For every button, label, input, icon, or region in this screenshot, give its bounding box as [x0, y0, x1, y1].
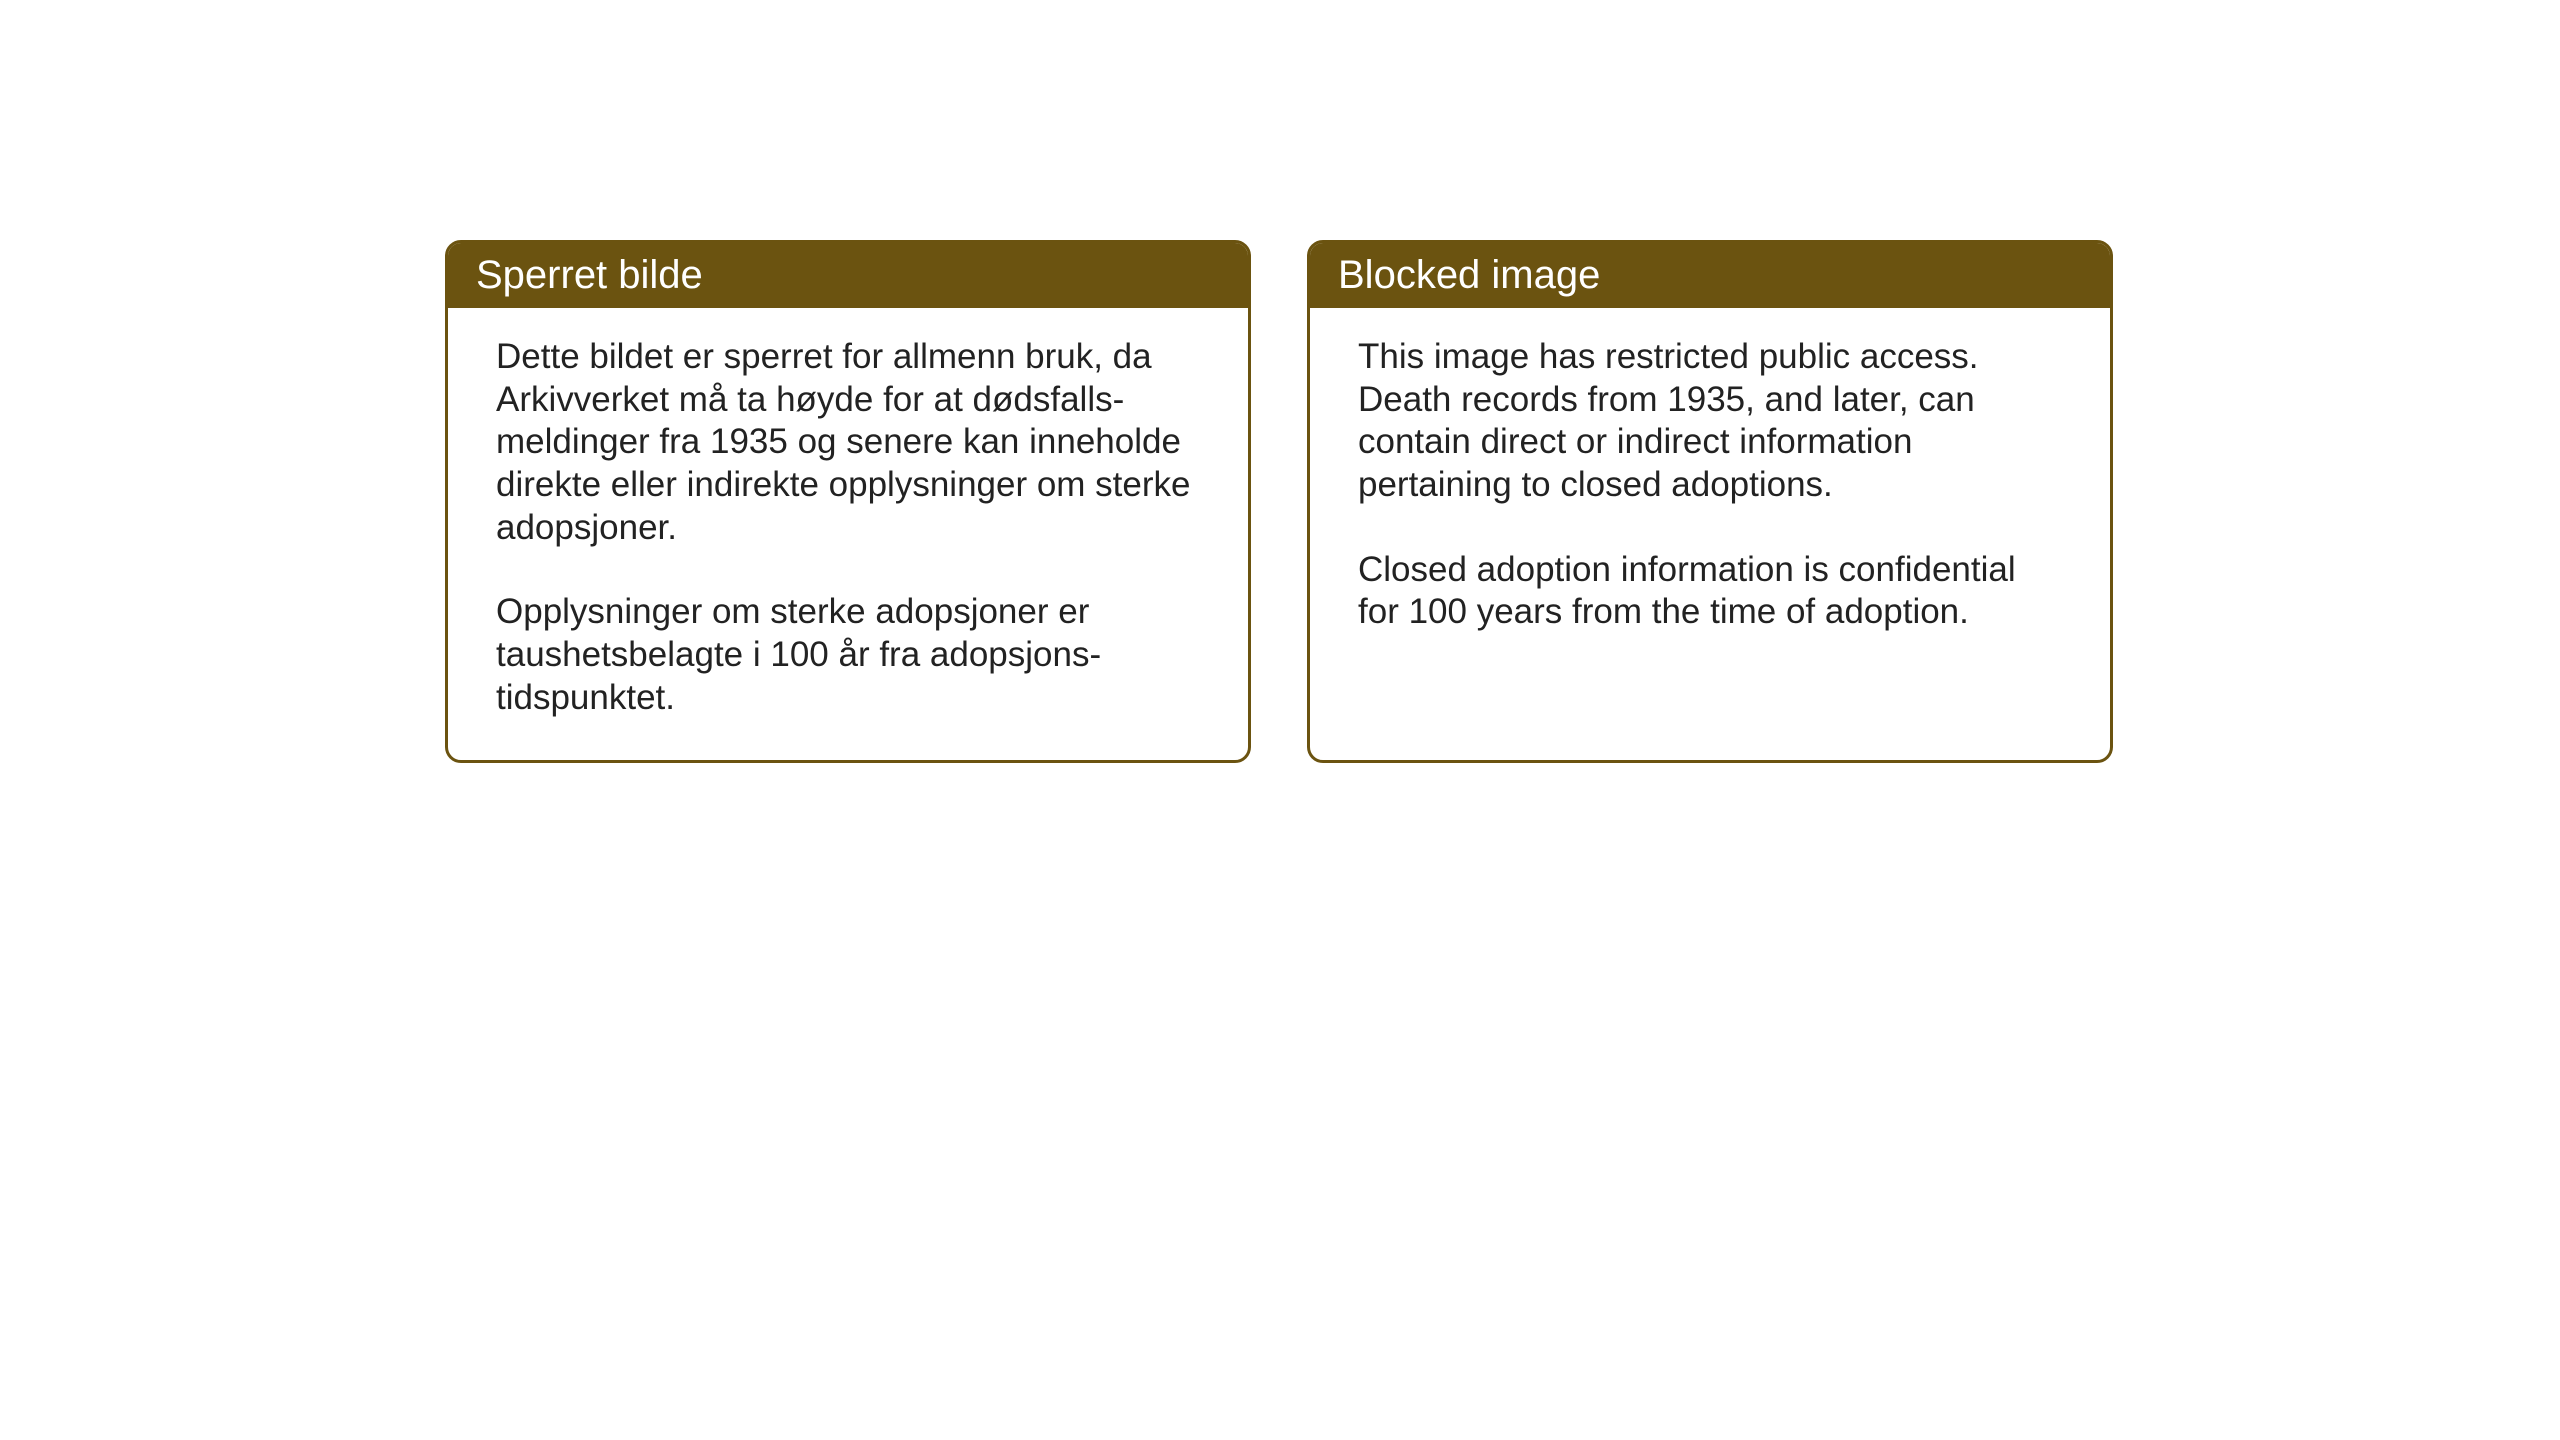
card-header-english: Blocked image [1310, 243, 2110, 308]
card-paragraph2-norwegian: Opplysninger om sterke adopsjoner er tau… [496, 591, 1200, 719]
card-paragraph1-english: This image has restricted public access.… [1358, 336, 2062, 507]
card-norwegian: Sperret bilde Dette bildet er sperret fo… [445, 240, 1251, 763]
card-body-norwegian: Dette bildet er sperret for allmenn bruk… [448, 308, 1248, 760]
card-title-english: Blocked image [1338, 253, 1600, 297]
card-title-norwegian: Sperret bilde [476, 253, 703, 297]
card-paragraph1-norwegian: Dette bildet er sperret for allmenn bruk… [496, 336, 1200, 549]
card-header-norwegian: Sperret bilde [448, 243, 1248, 308]
card-body-english: This image has restricted public access.… [1310, 308, 2110, 674]
card-paragraph2-english: Closed adoption information is confident… [1358, 549, 2062, 634]
cards-container: Sperret bilde Dette bildet er sperret fo… [445, 240, 2113, 763]
card-english: Blocked image This image has restricted … [1307, 240, 2113, 763]
